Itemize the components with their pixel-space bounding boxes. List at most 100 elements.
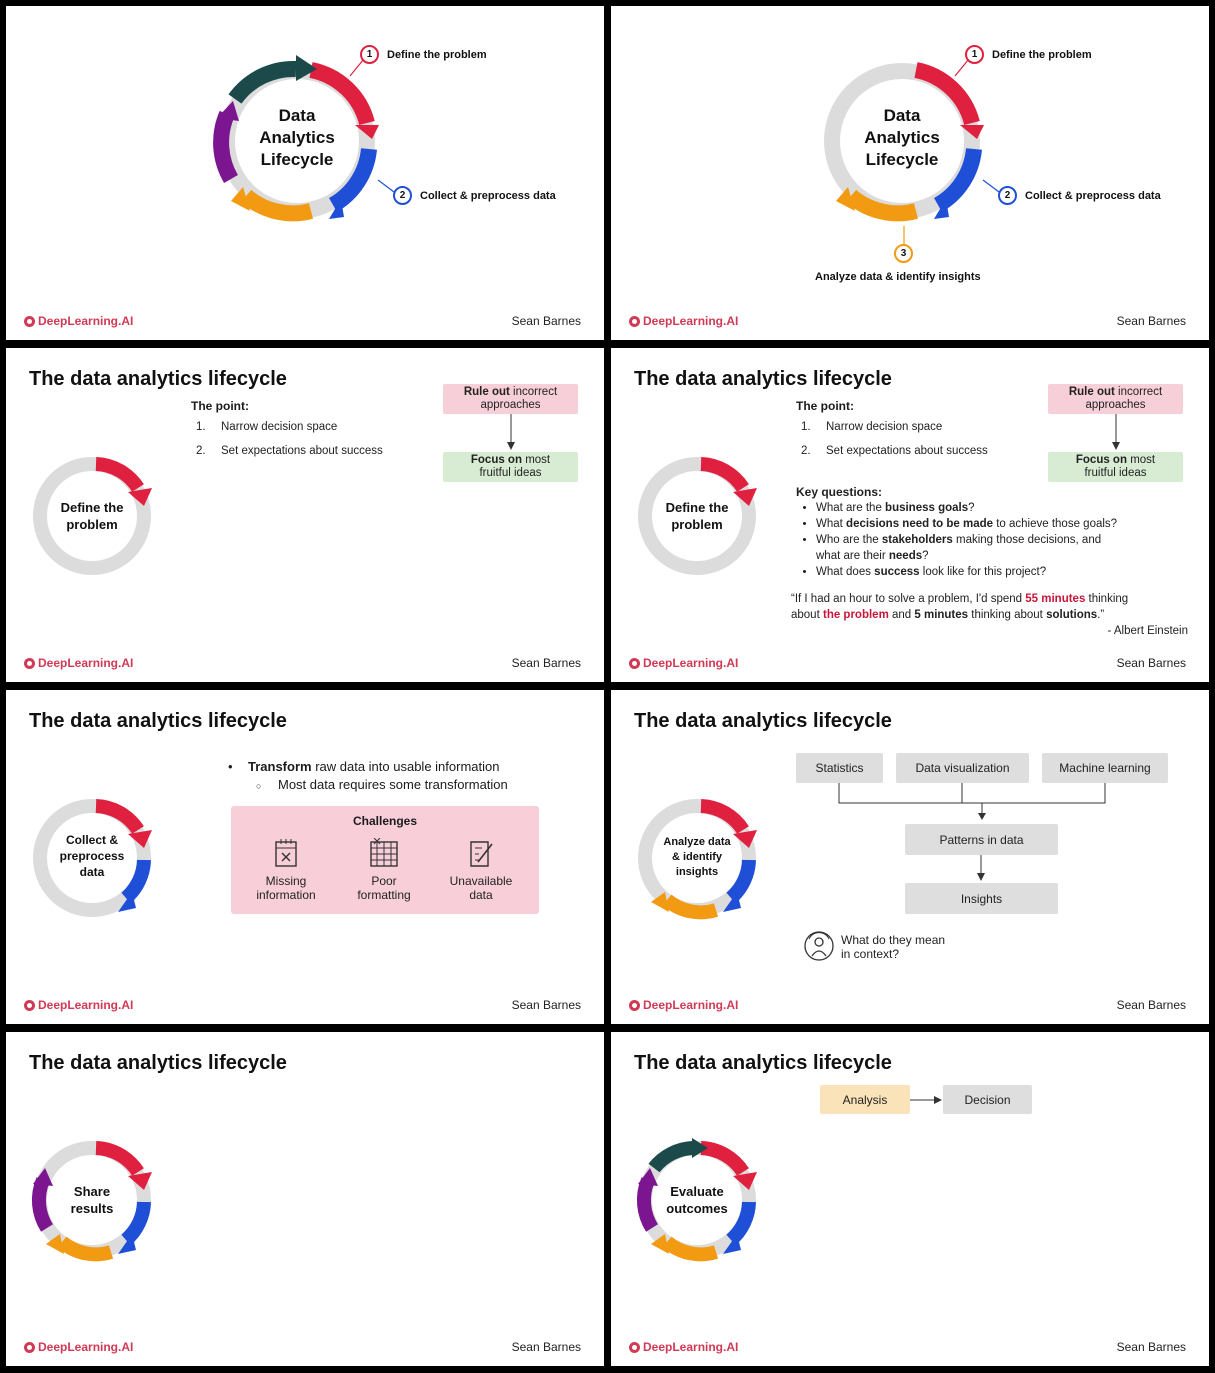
list-item: What are the business goals? bbox=[816, 500, 1196, 516]
slide-collect-preprocess[interactable]: The data analytics lifecycle Collect & p… bbox=[6, 690, 604, 1024]
author-name: Sean Barnes bbox=[1116, 656, 1186, 670]
author-name: Sean Barnes bbox=[511, 1340, 581, 1354]
list-item: 2. Set expectations about success bbox=[196, 445, 383, 457]
points-list: 1. Narrow decision space 2. Set expectatio… bbox=[196, 421, 383, 469]
author-name: Sean Barnes bbox=[1116, 998, 1186, 1012]
brand-logo-icon bbox=[629, 999, 640, 1011]
slide-share-results[interactable]: The data analytics lifecycle Share resul… bbox=[6, 1032, 604, 1366]
rule-out-box: Rule out incorrect approaches bbox=[1048, 384, 1183, 414]
einstein-quote: “If I had an hour to solve a problem, I'… bbox=[791, 591, 1191, 639]
list-item: 2. Set expectations about success bbox=[801, 445, 988, 457]
brand-logo-icon bbox=[24, 1341, 35, 1353]
key-questions: Key questions: What are the business goa… bbox=[796, 484, 1196, 580]
slide-evaluate-outcomes[interactable]: The data analytics lifecycle Analysis De… bbox=[611, 1032, 1209, 1366]
method-statistics: Statistics bbox=[796, 753, 883, 783]
center-line-1: Data bbox=[278, 106, 316, 125]
table-grid-icon bbox=[370, 837, 398, 867]
slide-lifecycle-overview-1[interactable]: Data Analytics Lifecycle 1 Define the pr… bbox=[6, 6, 604, 340]
author-name: Sean Barnes bbox=[511, 314, 581, 328]
ring-evaluate-outcomes bbox=[636, 1138, 757, 1262]
slide-title: The data analytics lifecycle bbox=[634, 368, 892, 390]
callout-text: Collect & preprocess data bbox=[420, 189, 556, 202]
rule-out-box: Rule out incorrect approaches bbox=[443, 384, 578, 414]
callout-text: Define the problem bbox=[387, 48, 487, 61]
patterns-box: Patterns in data bbox=[905, 824, 1058, 855]
challenge-formatting: Poor formatting bbox=[334, 837, 434, 902]
author-name: Sean Barnes bbox=[511, 656, 581, 670]
step-number-2: 2 bbox=[998, 186, 1017, 205]
lifecycle-ring-full bbox=[213, 55, 379, 222]
list-item: 1. Narrow decision space bbox=[196, 421, 338, 433]
quote-attribution: - Albert Einstein bbox=[1107, 625, 1188, 637]
ring-define-problem bbox=[33, 457, 152, 575]
brand-logo: DeepLearning.AI bbox=[24, 314, 133, 328]
focus-on-box: Focus on most fruitful ideas bbox=[1048, 452, 1183, 482]
slide-title: The data analytics lifecycle bbox=[634, 710, 892, 732]
step-number-1: 1 bbox=[965, 45, 984, 64]
callout-line-3 bbox=[903, 226, 905, 244]
lifecycle-center-label: Data Analytics Lifecycle bbox=[242, 103, 352, 173]
challenge-unavailable: Unavailable data bbox=[431, 838, 531, 902]
connector-lines bbox=[838, 783, 1106, 820]
unavailable-pencil-icon bbox=[470, 841, 493, 867]
ring-define-problem bbox=[638, 457, 757, 575]
step-number-3: 3 bbox=[894, 244, 913, 263]
method-data-visualization: Data visualization bbox=[896, 753, 1029, 783]
slide-define-problem-questions[interactable]: The data analytics lifecycle Define the … bbox=[611, 348, 1209, 682]
arrow-down bbox=[507, 414, 515, 450]
point-heading: The point: bbox=[796, 399, 854, 413]
ring-label: Share results bbox=[70, 1184, 114, 1216]
focus-on-box: Focus on most fruitful ideas bbox=[443, 452, 578, 482]
ring-label: Evaluate outcomes bbox=[666, 1184, 728, 1216]
step-number-2: 2 bbox=[393, 186, 412, 205]
brand-logo-icon bbox=[629, 657, 640, 669]
brand-logo: DeepLearning.AI bbox=[629, 1340, 738, 1354]
slide-title: The data analytics lifecycle bbox=[29, 1052, 287, 1074]
lifecycle-center-label: Data Analytics Lifecycle bbox=[864, 106, 940, 169]
brand-logo: DeepLearning.AI bbox=[629, 656, 738, 670]
slide-title: The data analytics lifecycle bbox=[29, 368, 287, 390]
point-heading: The point: bbox=[191, 399, 249, 413]
arrow-right bbox=[910, 1096, 942, 1104]
callout-line-2 bbox=[377, 179, 395, 193]
ring-analyze-data bbox=[638, 799, 757, 920]
author-name: Sean Barnes bbox=[511, 998, 581, 1012]
slide-analyze-data[interactable]: The data analytics lifecycle Analyze dat… bbox=[611, 690, 1209, 1024]
ring-label: Define the problem bbox=[60, 500, 124, 532]
brand-logo: DeepLearning.AI bbox=[629, 314, 738, 328]
ring-label: Analyze data & identify insights bbox=[663, 835, 731, 878]
author-name: Sean Barnes bbox=[1116, 1340, 1186, 1354]
slide-define-problem[interactable]: The data analytics lifecycle Define the … bbox=[6, 348, 604, 682]
brand-logo-icon bbox=[24, 315, 35, 327]
person-thinking-icon bbox=[804, 931, 834, 961]
slide-title: The data analytics lifecycle bbox=[29, 710, 287, 732]
list-item: What decisions need to be made to achiev… bbox=[816, 516, 1196, 532]
decision-box: Decision bbox=[943, 1085, 1032, 1114]
ring-label: Collect & preprocess data bbox=[59, 833, 125, 879]
center-line-3: Lifecycle bbox=[260, 150, 334, 169]
slide-lifecycle-overview-2[interactable]: Data Analytics Lifecycle 1 Define the pr… bbox=[611, 6, 1209, 340]
callout-line-2 bbox=[982, 179, 1000, 193]
author-name: Sean Barnes bbox=[1116, 314, 1186, 328]
missing-calendar-icon bbox=[275, 839, 297, 867]
context-question: What do they mean in context? bbox=[841, 933, 946, 961]
brand-logo: DeepLearning.AI bbox=[24, 656, 133, 670]
brand-logo: DeepLearning.AI bbox=[24, 998, 133, 1012]
questions-list: What are the business goals? What decisi… bbox=[796, 500, 1196, 580]
challenge-missing: Missing information bbox=[236, 838, 336, 902]
ring-collect-data bbox=[33, 799, 152, 917]
insights-box: Insights bbox=[905, 883, 1058, 914]
step-number-1: 1 bbox=[360, 45, 379, 64]
slide-title: The data analytics lifecycle bbox=[634, 1052, 892, 1074]
method-machine-learning: Machine learning bbox=[1042, 753, 1168, 783]
callout-collect-data: 2 Collect & preprocess data bbox=[998, 186, 1161, 205]
challenges-panel: Challenges Missing information Poor format… bbox=[231, 806, 539, 914]
callout-define-problem: 1 Define the problem bbox=[360, 45, 487, 64]
callout-define-problem: 1 Define the problem bbox=[965, 45, 1092, 64]
arrow-down bbox=[1112, 414, 1120, 450]
challenges-heading: Challenges bbox=[352, 814, 418, 828]
sub-bullet: ○ Most data requires some transformation bbox=[256, 777, 508, 792]
brand-logo-icon bbox=[629, 315, 640, 327]
ring-label: Define the problem bbox=[665, 500, 729, 532]
